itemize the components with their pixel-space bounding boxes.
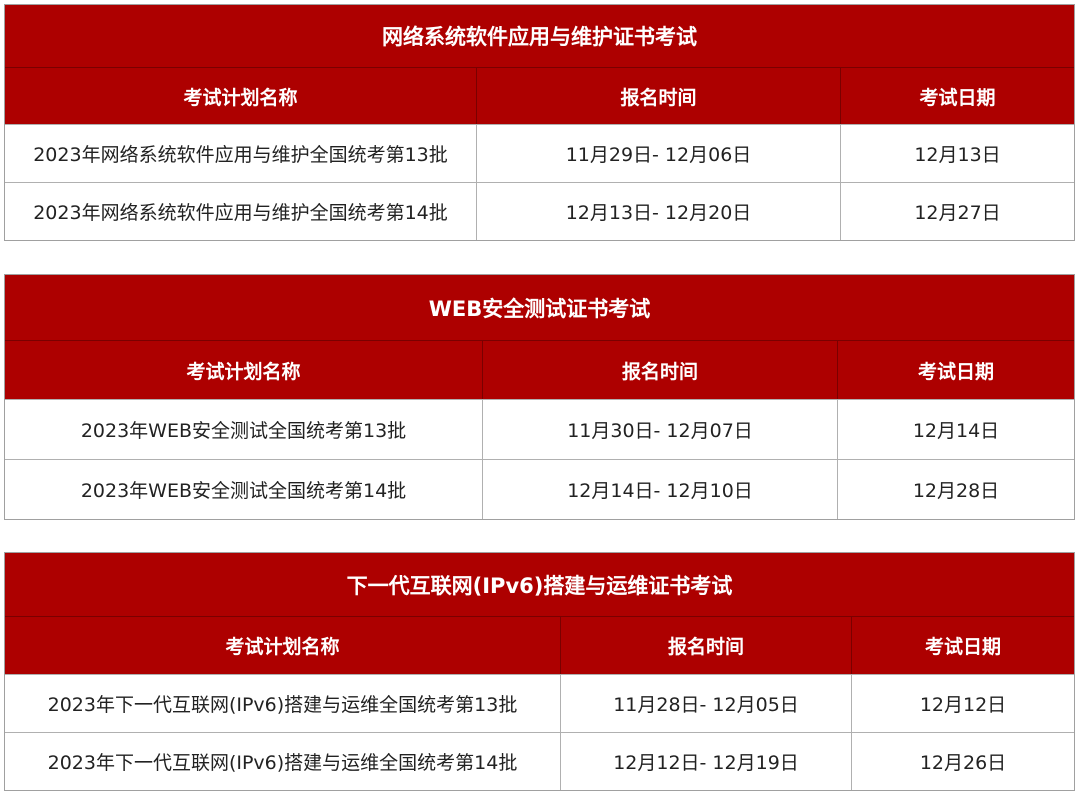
table-row: 2023年WEB安全测试全国统考第13批 11月30日- 12月07日 12月1… [5,399,1074,459]
table-row: 2023年网络系统软件应用与维护全国统考第13批 11月29日- 12月06日 … [5,124,1074,182]
table-row: 2023年下一代互联网(IPv6)搭建与运维全国统考第13批 11月28日- 1… [5,674,1074,732]
table-row: 2023年下一代互联网(IPv6)搭建与运维全国统考第14批 12月12日- 1… [5,732,1074,790]
plan-name: 2023年WEB安全测试全国统考第13批 [80,420,407,442]
exam-date: 12月27日 [840,183,1074,240]
exam-date: 12月14日 [837,400,1074,459]
exam-date: 12月26日 [851,733,1074,790]
header-plan-name: 考试计划名称 [183,86,298,109]
exam-date: 12月13日 [840,125,1074,182]
registration-period: 12月13日- 12月20日 [476,183,840,240]
registration-period: 11月30日- 12月07日 [482,400,837,459]
table-header-row: 考试计划名称 报名时间 考试日期 [5,341,1074,399]
header-plan-name: 考试计划名称 [186,360,301,383]
registration-period: 12月12日- 12月19日 [560,733,851,790]
table-title: WEB安全测试证书考试 [5,275,1074,341]
table-row: 2023年网络系统软件应用与维护全国统考第14批 12月13日- 12月20日 … [5,182,1074,240]
header-exam-date: 考试日期 [837,341,1074,399]
table-row: 2023年WEB安全测试全国统考第14批 12月14日- 12月10日 12月2… [5,459,1074,519]
exam-table-ipv6: 下一代互联网(IPv6)搭建与运维证书考试 考试计划名称 报名时间 考试日期 2… [4,552,1075,791]
header-plan-name: 考试计划名称 [225,636,340,658]
exam-date: 12月28日 [837,460,1074,519]
header-registration: 报名时间 [476,68,840,124]
plan-name: 2023年下一代互联网(IPv6)搭建与运维全国统考第14批 [47,752,518,774]
registration-period: 11月28日- 12月05日 [560,675,851,732]
plan-name: 2023年WEB安全测试全国统考第14批 [80,480,407,502]
header-registration: 报名时间 [482,341,837,399]
registration-period: 11月29日- 12月06日 [476,125,840,182]
exam-table-network-systems: 网络系统软件应用与维护证书考试 考试计划名称 报名时间 考试日期 2023年网络… [4,4,1075,241]
table-title: 网络系统软件应用与维护证书考试 [5,5,1074,68]
header-registration: 报名时间 [560,617,851,674]
plan-name: 2023年网络系统软件应用与维护全国统考第13批 [33,144,448,166]
plan-name: 2023年下一代互联网(IPv6)搭建与运维全国统考第13批 [47,694,518,716]
plan-name: 2023年网络系统软件应用与维护全国统考第14批 [33,202,448,224]
exam-date: 12月12日 [851,675,1074,732]
table-title: 下一代互联网(IPv6)搭建与运维证书考试 [5,553,1074,617]
registration-period: 12月14日- 12月10日 [482,460,837,519]
header-exam-date: 考试日期 [840,68,1074,124]
header-exam-date: 考试日期 [851,617,1074,674]
table-header-row: 考试计划名称 报名时间 考试日期 [5,68,1074,124]
exam-table-web-security: WEB安全测试证书考试 考试计划名称 报名时间 考试日期 2023年WEB安全测… [4,274,1075,520]
table-header-row: 考试计划名称 报名时间 考试日期 [5,617,1074,674]
